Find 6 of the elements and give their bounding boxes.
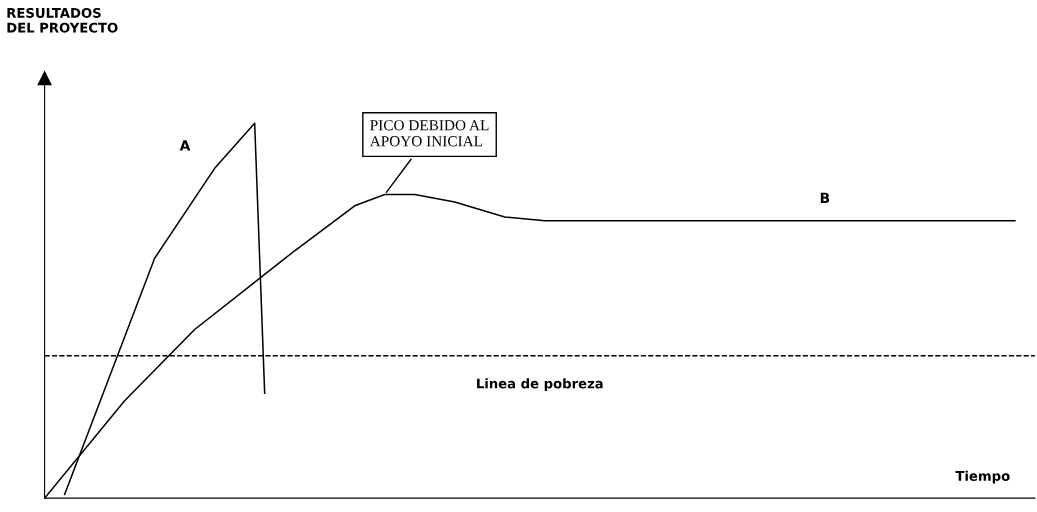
series-label: B xyxy=(820,192,830,203)
text: RESULTADOS DEL PROYECTO xyxy=(7,7,118,33)
ref-line-label: Linea de pobreza xyxy=(477,378,603,391)
annotation: PICO DEBIDO AL APOYO INICIAL xyxy=(369,120,489,147)
text: A xyxy=(179,140,191,151)
x-axis-title: Tiempo xyxy=(955,470,1010,484)
